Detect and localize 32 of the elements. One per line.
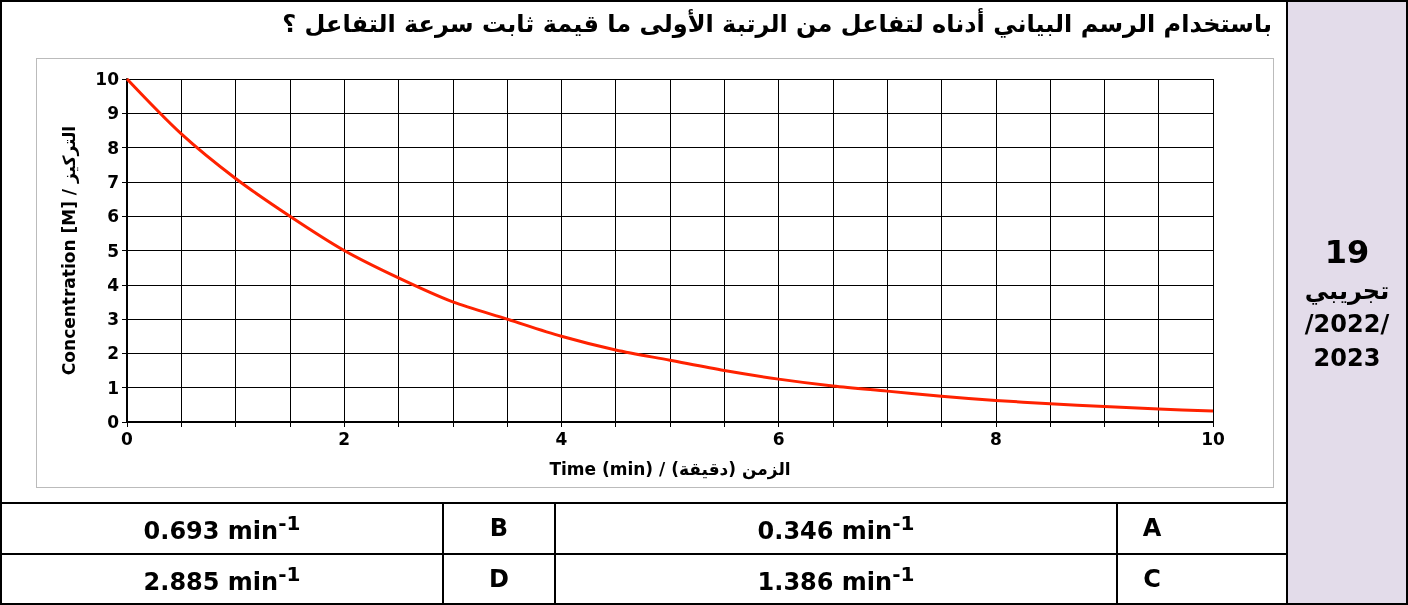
x-tick-label: 6 bbox=[772, 428, 785, 449]
text: /2022/ bbox=[1304, 309, 1390, 341]
y-tick-label: 7 bbox=[107, 172, 119, 193]
text: C bbox=[1143, 564, 1161, 593]
text: D bbox=[489, 564, 509, 593]
y-tick-label: 3 bbox=[107, 309, 119, 330]
y-tick-label: 9 bbox=[107, 103, 119, 124]
x-tick-label: 10 bbox=[1201, 428, 1225, 449]
x-tick-label: 0 bbox=[121, 428, 134, 449]
x-tick-label: 8 bbox=[989, 428, 1002, 449]
y-tick-label: 0 bbox=[107, 412, 120, 433]
y-tick-label: 5 bbox=[107, 240, 119, 261]
y-tick-label: 6 bbox=[107, 206, 119, 227]
text: 2.885 min$^{-1}$ bbox=[143, 561, 301, 596]
text: 19 bbox=[1324, 231, 1370, 273]
y-tick-label: 4 bbox=[107, 275, 120, 296]
text: 0.346 min$^{-1}$ bbox=[757, 511, 915, 546]
text: تجريبي bbox=[1304, 275, 1390, 307]
chart-title: باستخدام الرسم البياني أدناه لتفاعل من الرتبة الأولى ما قيمة ثابت سرعة التفاعل ؟ bbox=[281, 7, 1273, 40]
text: B bbox=[489, 514, 509, 543]
text: A bbox=[1142, 514, 1162, 543]
x-tick-label: 4 bbox=[555, 428, 568, 449]
text: 0.693 min$^{-1}$ bbox=[143, 511, 301, 546]
text: 1.386 min$^{-1}$ bbox=[757, 561, 915, 596]
y-tick-label: 10 bbox=[95, 69, 120, 90]
y-tick-label: 2 bbox=[107, 343, 119, 364]
text: 2023 bbox=[1313, 342, 1381, 374]
y-tick-label: 8 bbox=[107, 137, 119, 158]
y-tick-label: 1 bbox=[107, 378, 119, 399]
x-axis-title: Time (min) / الزمن (دقيقة) bbox=[549, 458, 791, 480]
x-tick-label: 2 bbox=[338, 428, 351, 449]
y-axis-title: Concentration [M] / التركيز bbox=[58, 126, 80, 376]
